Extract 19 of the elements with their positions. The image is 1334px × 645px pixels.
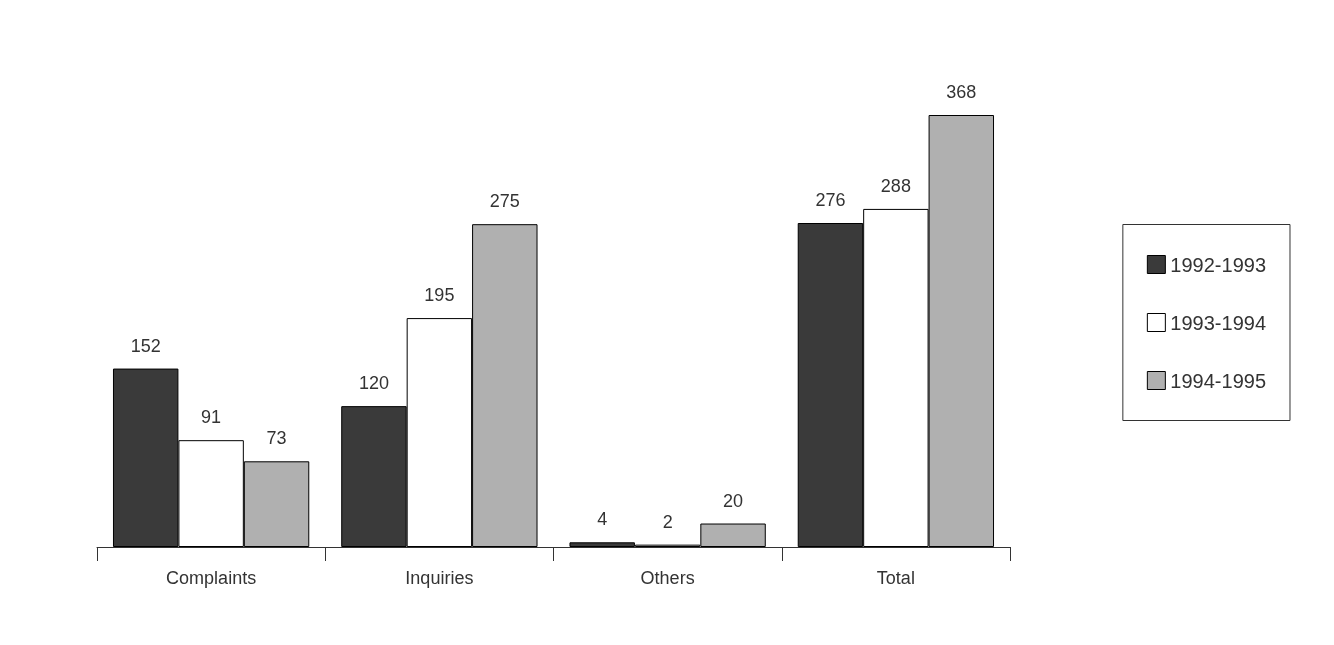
data-label: 73 bbox=[266, 428, 287, 449]
data-label: 368 bbox=[946, 82, 977, 102]
data-label: 120 bbox=[358, 373, 389, 394]
x-tick-label: Complaints bbox=[166, 568, 257, 588]
data-label: 195 bbox=[424, 285, 455, 306]
legend-label: 1994-1995 bbox=[1170, 369, 1267, 392]
data-label: 275 bbox=[489, 191, 520, 212]
data-label: 288 bbox=[880, 175, 911, 196]
legend-label: 1993-1994 bbox=[1170, 311, 1267, 334]
data-label: 20 bbox=[723, 490, 744, 511]
data-label: 276 bbox=[815, 190, 846, 210]
data-label: 4 bbox=[597, 509, 608, 530]
data-label: 2 bbox=[662, 511, 673, 532]
data-label: 152 bbox=[130, 335, 161, 356]
x-tick-label: Others bbox=[640, 568, 695, 588]
data-label: 91 bbox=[201, 407, 222, 428]
legend-label: 1992-1993 bbox=[1170, 253, 1267, 276]
x-tick-label: Total bbox=[876, 568, 915, 588]
x-tick-label: Inquiries bbox=[405, 568, 474, 588]
